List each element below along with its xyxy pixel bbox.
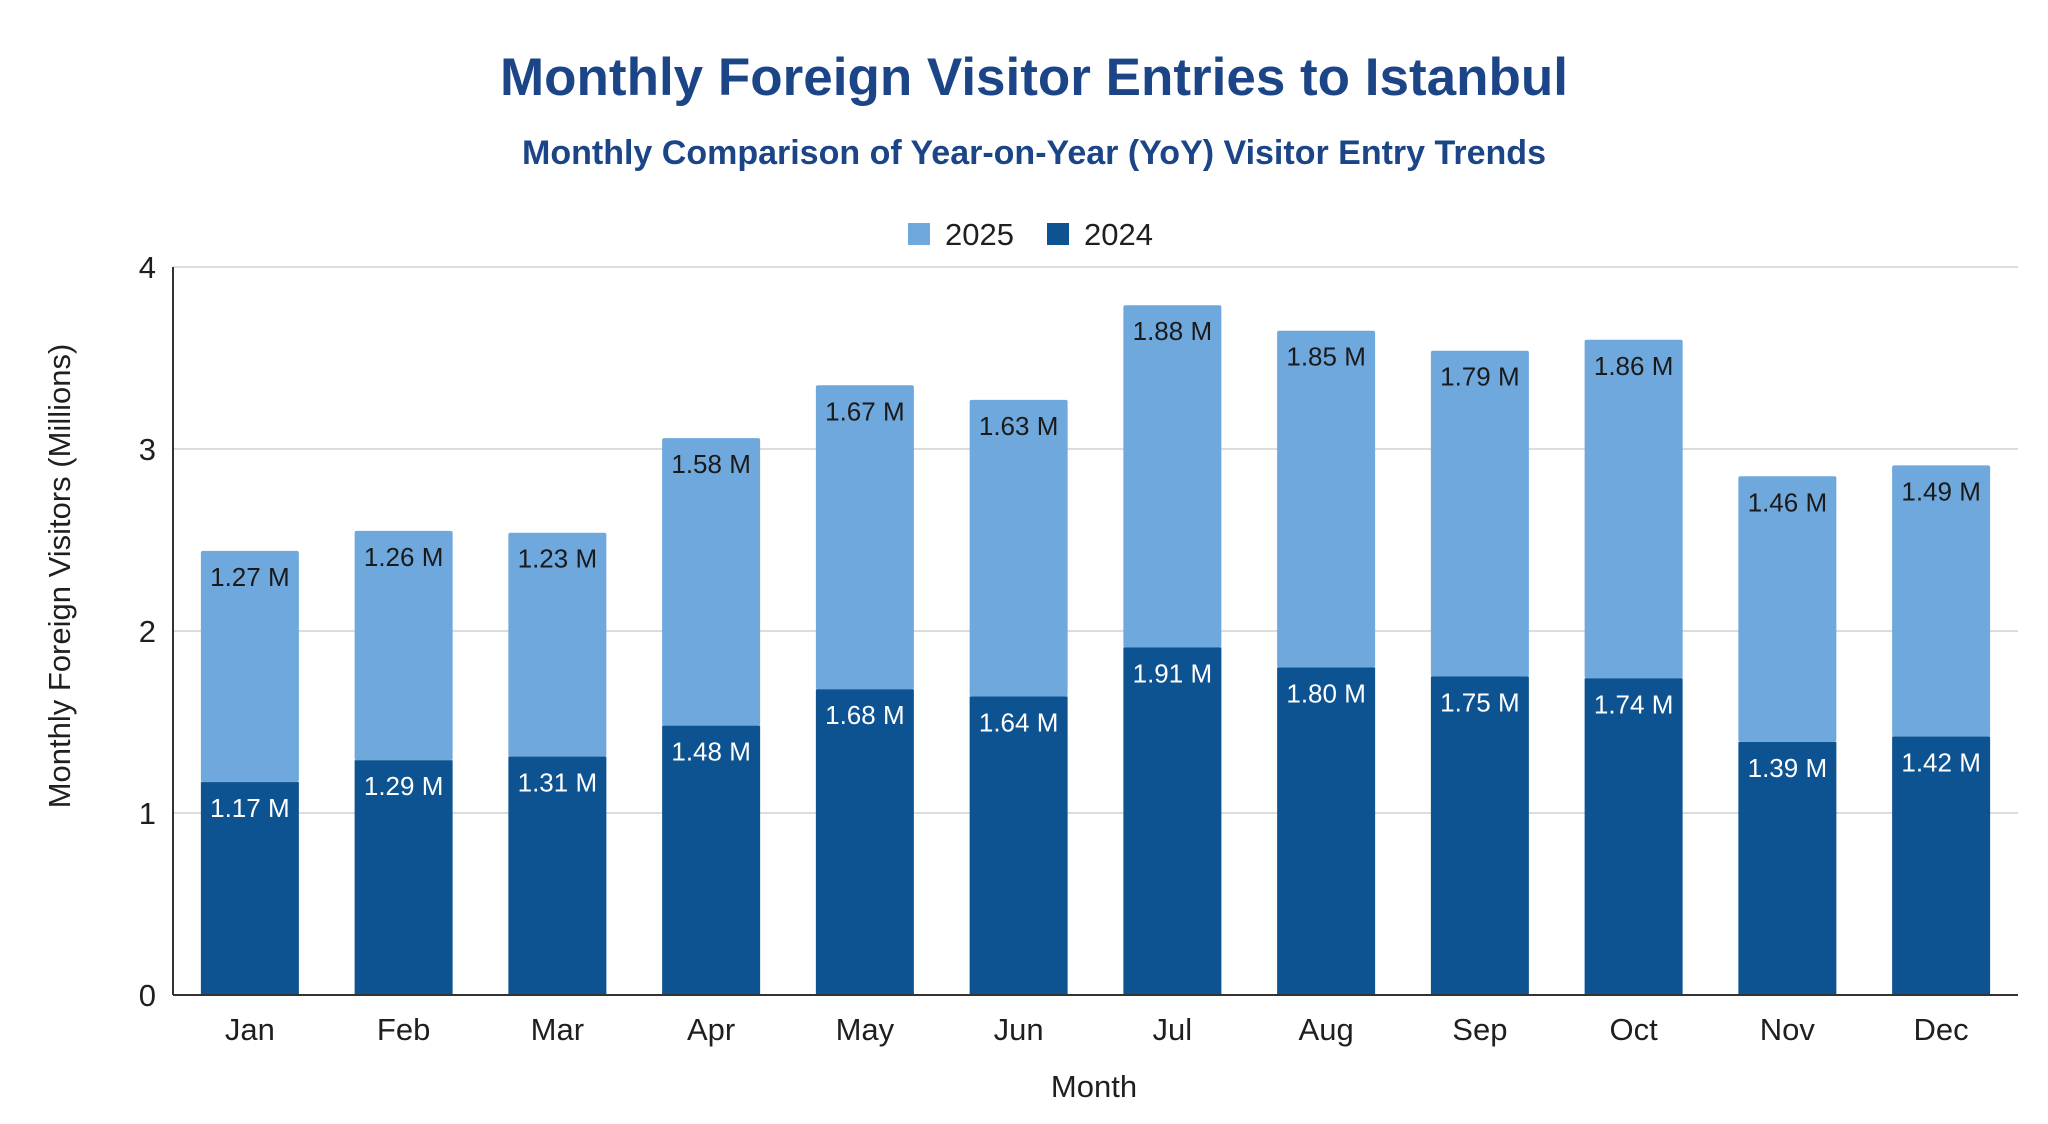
- x-tick-label-may: May: [836, 1012, 895, 1047]
- bar-2024-jan: [200, 782, 299, 995]
- data-label-2024-sep: 1.75 M: [1440, 688, 1520, 718]
- data-label-2025-jul: 1.88 M: [1133, 316, 1213, 346]
- legend-swatch-2025: [908, 223, 930, 245]
- data-label-2024-apr: 1.48 M: [671, 737, 751, 767]
- y-tick-label: 1: [139, 796, 156, 831]
- x-tick-label-aug: Aug: [1299, 1012, 1354, 1047]
- gridlines: [173, 266, 2018, 814]
- bar-2025-aug: [1277, 330, 1376, 668]
- data-labels: 1.27 M 1.17 M 1.26 M 1.29 M 1.23 M 1.31 M 1.58…: [210, 316, 1981, 823]
- data-label-2024-aug: 1.80 M: [1286, 678, 1366, 708]
- bar-2025-jun: [969, 399, 1068, 697]
- chart-legend: 2025 2024: [908, 217, 1153, 252]
- y-tick-label: 2: [139, 614, 156, 649]
- bars: [200, 305, 1991, 995]
- bar-2024-dec: [1892, 736, 1991, 995]
- data-label-2024-may: 1.68 M: [825, 700, 905, 730]
- y-axis-title: Monthly Foreign Visitors (Millions): [42, 344, 77, 809]
- data-label-2025-jun: 1.63 M: [979, 411, 1059, 441]
- data-label-2025-sep: 1.79 M: [1440, 362, 1520, 392]
- data-label-2024-nov: 1.39 M: [1748, 753, 1828, 783]
- bar-2024-sep: [1430, 676, 1529, 995]
- axes: [172, 267, 2018, 996]
- bar-2024-may: [815, 689, 914, 995]
- data-label-2025-mar: 1.23 M: [518, 544, 598, 574]
- data-label-2024-jan: 1.17 M: [210, 793, 290, 823]
- bar-2024-jul: [1123, 647, 1222, 995]
- bar-2024-aug: [1277, 667, 1376, 995]
- x-tick-label-sep: Sep: [1452, 1012, 1507, 1047]
- data-label-2024-mar: 1.31 M: [518, 768, 598, 798]
- bar-2024-nov: [1738, 742, 1837, 995]
- data-label-2024-feb: 1.29 M: [364, 771, 444, 801]
- bar-2025-feb: [354, 530, 453, 761]
- data-label-2025-apr: 1.58 M: [671, 449, 751, 479]
- data-label-2025-jan: 1.27 M: [210, 562, 290, 592]
- bar-2024-feb: [354, 760, 453, 995]
- y-tick-label: 0: [139, 978, 156, 1013]
- data-label-2025-feb: 1.26 M: [364, 542, 444, 572]
- legend-label-2025: 2025: [945, 217, 1014, 252]
- data-label-2025-may: 1.67 M: [825, 396, 905, 426]
- data-label-2024-jun: 1.64 M: [979, 708, 1059, 738]
- x-tick-label-oct: Oct: [1610, 1012, 1659, 1047]
- bar-2024-apr: [662, 725, 761, 995]
- bar-2025-jan: [200, 550, 299, 783]
- bar-2025-apr: [662, 438, 761, 726]
- legend-label-2024: 2024: [1084, 217, 1153, 252]
- bar-2025-oct: [1584, 339, 1683, 679]
- y-tick-label: 4: [139, 250, 156, 285]
- x-tick-label-jul: Jul: [1153, 1012, 1193, 1047]
- bar-2025-may: [815, 385, 914, 690]
- x-axis-title: Month: [1051, 1069, 1137, 1104]
- x-tick-label-jan: Jan: [225, 1012, 275, 1047]
- bar-2025-sep: [1430, 350, 1529, 677]
- x-tick-label-nov: Nov: [1760, 1012, 1816, 1047]
- legend-swatch-2024: [1047, 223, 1069, 245]
- bar-2024-jun: [969, 696, 1068, 995]
- data-label-2024-dec: 1.42 M: [1901, 748, 1981, 778]
- data-label-2025-nov: 1.46 M: [1748, 487, 1828, 517]
- data-label-2025-oct: 1.86 M: [1594, 351, 1674, 381]
- bar-2025-mar: [508, 532, 607, 757]
- y-tick-label: 3: [139, 432, 156, 467]
- tick-labels: 0 1 2 3 4 Jan Feb Mar Apr May Jun Jul Aug Sep Oct Nov De…: [139, 250, 1969, 1047]
- data-label-2025-aug: 1.85 M: [1286, 342, 1366, 372]
- x-tick-label-feb: Feb: [377, 1012, 430, 1047]
- data-label-2025-dec: 1.49 M: [1901, 476, 1981, 506]
- bar-2025-dec: [1892, 465, 1991, 737]
- data-label-2024-oct: 1.74 M: [1594, 689, 1674, 719]
- chart-subtitle: Monthly Comparison of Year-on-Year (YoY)…: [522, 134, 1546, 172]
- x-tick-label-dec: Dec: [1914, 1012, 1969, 1047]
- chart-title: Monthly Foreign Visitor Entries to Istan…: [500, 48, 1568, 107]
- bar-2024-oct: [1584, 678, 1683, 995]
- x-tick-label-jun: Jun: [994, 1012, 1044, 1047]
- bar-2025-jul: [1123, 305, 1222, 648]
- bar-2024-mar: [508, 756, 607, 995]
- data-label-2024-jul: 1.91 M: [1133, 658, 1213, 688]
- x-tick-label-mar: Mar: [531, 1012, 584, 1047]
- x-tick-label-apr: Apr: [687, 1012, 735, 1047]
- bar-2025-nov: [1738, 476, 1837, 743]
